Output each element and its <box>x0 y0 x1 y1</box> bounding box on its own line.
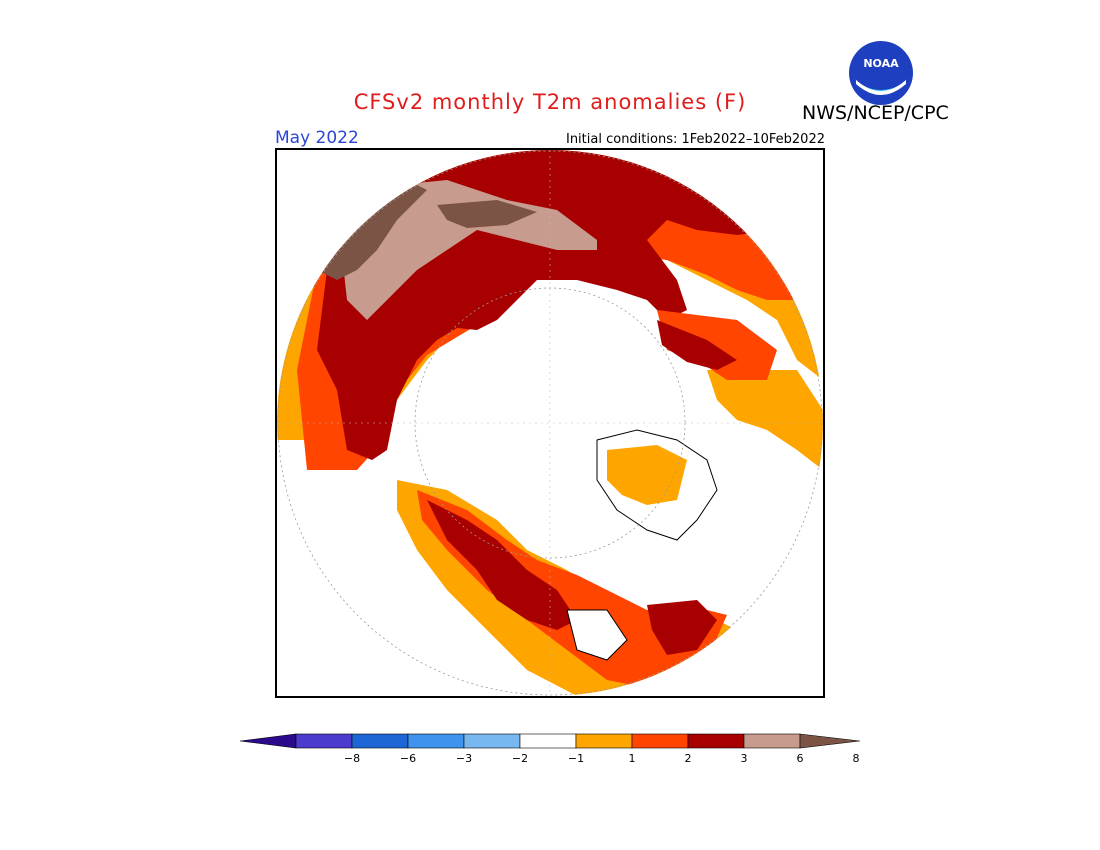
legend-tick-label: −2 <box>511 752 529 765</box>
legend-bin <box>631 733 689 749</box>
map-title: CFSv2 monthly T2m anomalies (F) <box>353 90 747 114</box>
legend-tick-label: 6 <box>796 752 804 765</box>
legend-tick-label: 1 <box>628 752 636 765</box>
hudson-bay <box>566 609 628 661</box>
anomaly-region-asia-over8 <box>317 180 427 280</box>
map-panel <box>275 148 825 698</box>
legend-bin <box>295 733 353 749</box>
legend-tick-label: −1 <box>567 752 585 765</box>
forecast-period: May 2022 <box>275 128 359 148</box>
organization-label: NWS/NCEP/CPC <box>802 102 949 124</box>
legend-tick-label: −6 <box>399 752 417 765</box>
initial-conditions: Initial conditions: 1Feb2022–10Feb2022 <box>565 132 825 147</box>
legend-tick-label: 8 <box>852 752 860 765</box>
anomaly-region-europe-2to3 <box>657 310 777 380</box>
anomaly-region-canada-3to6 <box>647 600 717 655</box>
legend-bin <box>575 733 633 749</box>
legend-arrow-low <box>240 733 297 749</box>
logo-text: NOAA <box>863 57 899 70</box>
legend-bin <box>687 733 745 749</box>
polar-map <box>277 150 823 696</box>
legend-bin <box>351 733 409 749</box>
legend-arrow-high <box>799 733 860 749</box>
europe-white <box>557 310 647 390</box>
legend-tick-label: 2 <box>684 752 692 765</box>
legend-tick-label: −3 <box>455 752 473 765</box>
legend-tick-label: −8 <box>343 752 361 765</box>
color-legend <box>240 733 860 749</box>
anomaly-region-europe-1to2 <box>707 370 823 470</box>
legend-tick-label: 3 <box>740 752 748 765</box>
legend-bin <box>407 733 465 749</box>
legend-bin <box>743 733 801 749</box>
legend-bin <box>463 733 521 749</box>
legend-bin <box>519 733 577 749</box>
noaa-logo: NOAA <box>849 41 913 105</box>
anomaly-region-tibet-over8 <box>437 200 537 228</box>
anomaly-region-europe-3to6 <box>657 320 737 370</box>
anomaly-region-north-america-3to6 <box>427 500 577 630</box>
